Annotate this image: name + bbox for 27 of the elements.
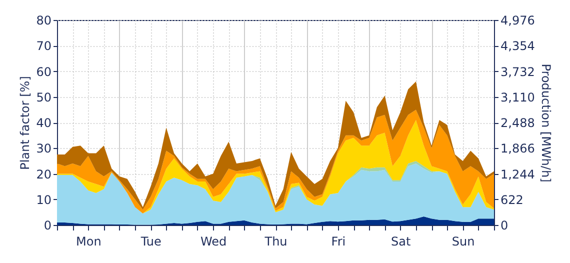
x-tick-label: Thu: [264, 234, 288, 248]
y-tick-label: 30: [36, 142, 52, 156]
x-tick-label: Fri: [331, 234, 346, 248]
y2-tick-label: 4,976: [500, 14, 535, 28]
y2-tick-label: 3,110: [500, 90, 535, 104]
y-tick-label: 10: [36, 192, 52, 207]
y2-tick-label: 0: [500, 218, 508, 232]
x-tick-label: Mon: [76, 234, 102, 248]
x-tick-label: Sun: [452, 234, 475, 248]
y2-tick-label: 622: [500, 192, 524, 207]
y2-tick-label: 2,488: [500, 116, 535, 130]
y2-tick-label: 3,732: [500, 64, 535, 79]
y2-tick-label: 4,354: [500, 39, 535, 54]
y-tick-label: 20: [36, 167, 52, 182]
x-tick-label: Wed: [200, 234, 227, 248]
y-tick-label: 50: [36, 90, 52, 104]
y-axis-title: Plant factor [%]: [18, 76, 32, 170]
y-tick-label: 60: [36, 64, 52, 79]
y-tick-label: 0: [44, 218, 52, 232]
x-tick-label: Tue: [140, 234, 162, 248]
y-tick-label: 40: [36, 116, 52, 130]
y2-tick-label: 1,244: [500, 167, 535, 182]
y-tick-label: 70: [36, 39, 52, 54]
y2-tick-label: 1,866: [500, 142, 535, 156]
y-tick-label: 80: [36, 14, 52, 28]
x-tick-label: Sat: [391, 234, 411, 248]
y2-axis-title: Production [MWh/h]: [538, 64, 553, 182]
